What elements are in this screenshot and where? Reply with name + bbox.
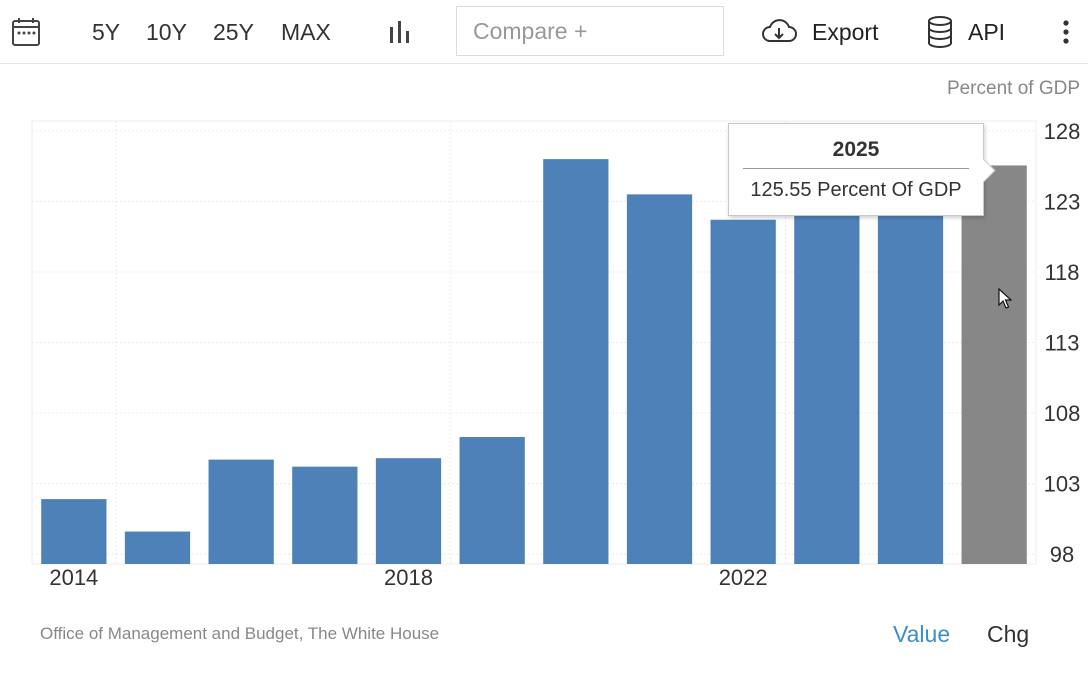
compare-input[interactable]: Compare + (456, 6, 724, 56)
range-5y-button[interactable]: 5Y (92, 18, 121, 45)
tooltip-year: 2025 (832, 138, 880, 161)
x-tick-label: 2014 (49, 565, 98, 590)
tooltip-divider (743, 168, 969, 169)
bar-chart: 98 103 108 113 118 123 128 2014 2018 2022 (31, 119, 1081, 590)
export-button[interactable]: Export (760, 0, 878, 64)
cloud-download-icon (762, 19, 797, 42)
tooltip-value: 125.55 Percent Of GDP (750, 179, 962, 201)
bar-2022 (710, 219, 776, 564)
y-tick-label: 108 (1044, 401, 1081, 426)
chart-tooltip: 2025 125.55 Percent Of GDP (728, 123, 996, 216)
y-tick-label: 118 (1044, 260, 1079, 285)
api-label: API (968, 18, 1006, 45)
api-button[interactable]: API (926, 0, 1005, 64)
chart-type-bars-icon[interactable] (387, 0, 413, 64)
range-10y-button[interactable]: 10Y (146, 18, 187, 45)
x-tick-label: 2022 (719, 565, 768, 590)
chart-toolbar: 5Y 10Y 25Y MAX Compare + Export API (0, 0, 1088, 64)
more-options-icon[interactable] (1060, 0, 1072, 64)
x-tick-label: 2018 (384, 565, 433, 590)
source-text: Office of Management and Budget, The Whi… (40, 624, 440, 643)
bar-2017 (292, 466, 358, 564)
bar-2014 (41, 499, 107, 564)
bar-2023 (794, 205, 860, 564)
bar-2021 (626, 194, 693, 564)
bar-2020 (543, 159, 609, 565)
bar-2015 (124, 531, 191, 564)
bar-2019 (459, 437, 525, 564)
range-25y-button[interactable]: 25Y (213, 18, 254, 45)
y-tick-label: 98 (1050, 542, 1074, 567)
database-icon (928, 16, 952, 48)
y-tick-label: 113 (1044, 331, 1079, 356)
bar-2016 (208, 459, 274, 564)
bar-2024 (877, 198, 944, 564)
mouse-cursor-icon (998, 287, 1013, 315)
bar-2025 (961, 165, 1027, 564)
y-tick-label: 123 (1044, 189, 1081, 214)
export-label: Export (812, 18, 879, 45)
unit-label: Percent of GDP (946, 78, 1080, 99)
y-tick-label: 103 (1044, 472, 1081, 497)
bar-2018 (375, 458, 442, 564)
chg-tab[interactable]: Chg (987, 621, 1030, 647)
range-max-button[interactable]: MAX (281, 18, 331, 45)
calendar-icon[interactable] (10, 0, 42, 64)
y-tick-label: 128 (1044, 119, 1081, 144)
value-tab[interactable]: Value (893, 621, 951, 647)
